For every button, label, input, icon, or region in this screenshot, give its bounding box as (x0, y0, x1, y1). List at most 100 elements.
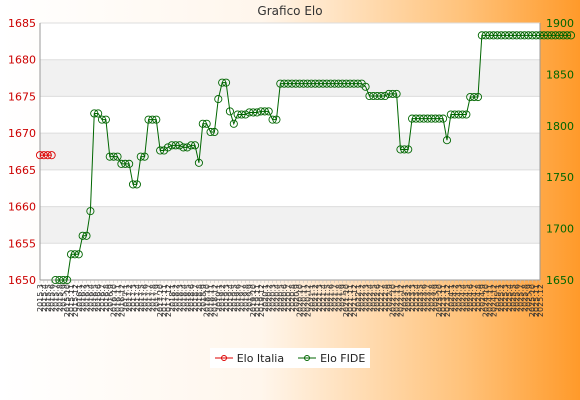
data-point[interactable] (295, 79, 304, 88)
data-point[interactable] (202, 119, 211, 128)
data-point[interactable] (152, 115, 161, 124)
data-point[interactable] (121, 159, 130, 168)
data-point[interactable] (74, 250, 83, 259)
data-point[interactable] (78, 231, 87, 240)
data-point[interactable] (194, 158, 203, 167)
data-point[interactable] (493, 31, 502, 40)
data-point[interactable] (237, 110, 246, 119)
data-point[interactable] (179, 143, 188, 152)
data-point[interactable] (117, 159, 126, 168)
data-point[interactable] (241, 110, 250, 119)
data-point[interactable] (39, 151, 48, 160)
data-point[interactable] (346, 79, 355, 88)
data-point[interactable] (218, 78, 227, 87)
data-point[interactable] (322, 79, 331, 88)
data-point[interactable] (256, 107, 265, 116)
data-point[interactable] (450, 110, 459, 119)
data-point[interactable] (94, 109, 103, 118)
data-point[interactable] (520, 31, 529, 40)
data-point[interactable] (408, 114, 417, 123)
data-point[interactable] (326, 79, 335, 88)
data-point[interactable] (349, 79, 359, 88)
data-point[interactable] (404, 145, 413, 154)
data-point[interactable] (43, 151, 52, 160)
data-point[interactable] (260, 107, 269, 116)
data-point[interactable] (163, 143, 172, 152)
data-point[interactable] (291, 79, 300, 88)
data-point[interactable] (113, 152, 122, 161)
data-point[interactable] (299, 79, 308, 88)
data-point[interactable] (477, 31, 486, 40)
data-point[interactable] (353, 79, 362, 88)
data-point[interactable] (136, 152, 145, 161)
data-point[interactable] (543, 31, 552, 40)
data-point[interactable] (280, 79, 289, 88)
data-point[interactable] (268, 115, 277, 124)
data-point[interactable] (481, 31, 490, 40)
data-point[interactable] (415, 114, 424, 123)
data-point[interactable] (563, 31, 572, 40)
data-point[interactable] (535, 31, 545, 40)
data-point[interactable] (427, 114, 436, 123)
data-point[interactable] (384, 89, 393, 98)
data-point[interactable] (551, 31, 560, 40)
data-point[interactable] (446, 110, 455, 119)
data-point[interactable] (508, 31, 517, 40)
data-point[interactable] (528, 31, 537, 40)
data-point[interactable] (86, 207, 95, 216)
data-point[interactable] (252, 108, 262, 117)
data-point[interactable] (125, 159, 134, 168)
data-point[interactable] (233, 110, 242, 119)
data-point[interactable] (369, 91, 378, 101)
data-point[interactable] (377, 91, 386, 101)
data-point[interactable] (485, 31, 494, 40)
data-point[interactable] (109, 152, 118, 161)
data-point[interactable] (35, 151, 45, 160)
data-point[interactable] (187, 141, 196, 150)
data-point[interactable] (198, 119, 207, 128)
legend-item-italia[interactable]: Elo Italia (214, 352, 284, 365)
data-point[interactable] (392, 89, 401, 98)
data-point[interactable] (82, 231, 91, 240)
data-point[interactable] (272, 115, 281, 124)
data-point[interactable] (284, 79, 293, 88)
data-point[interactable] (419, 114, 428, 123)
data-point[interactable] (431, 114, 440, 123)
data-point[interactable] (547, 31, 556, 40)
data-point[interactable] (55, 275, 64, 285)
data-point[interactable] (380, 91, 390, 101)
data-point[interactable] (400, 145, 409, 154)
data-point[interactable] (171, 141, 180, 150)
data-point[interactable] (144, 115, 153, 124)
data-point[interactable] (539, 31, 548, 40)
data-point[interactable] (132, 180, 141, 189)
data-point[interactable] (59, 275, 68, 285)
data-point[interactable] (264, 107, 273, 116)
data-point[interactable] (47, 151, 56, 160)
data-point[interactable] (516, 31, 525, 40)
data-point[interactable] (501, 31, 510, 40)
data-point[interactable] (462, 110, 471, 119)
data-point[interactable] (183, 143, 192, 152)
data-point[interactable] (206, 127, 215, 137)
data-point[interactable] (128, 180, 138, 189)
data-point[interactable] (566, 31, 576, 40)
data-point[interactable] (435, 114, 444, 123)
data-point[interactable] (225, 107, 234, 116)
data-point[interactable] (470, 92, 479, 102)
data-point[interactable] (287, 79, 296, 88)
data-point[interactable] (156, 146, 165, 155)
data-point[interactable] (167, 141, 176, 150)
data-point[interactable] (307, 79, 316, 88)
data-point[interactable] (221, 78, 231, 87)
data-point[interactable] (245, 108, 254, 117)
data-point[interactable] (148, 115, 157, 124)
data-point[interactable] (411, 114, 421, 123)
data-point[interactable] (315, 79, 324, 88)
data-point[interactable] (361, 82, 370, 91)
data-point[interactable] (454, 110, 463, 119)
data-point[interactable] (63, 275, 72, 285)
data-point[interactable] (373, 91, 382, 101)
data-point[interactable] (51, 275, 60, 285)
data-point[interactable] (330, 79, 339, 88)
